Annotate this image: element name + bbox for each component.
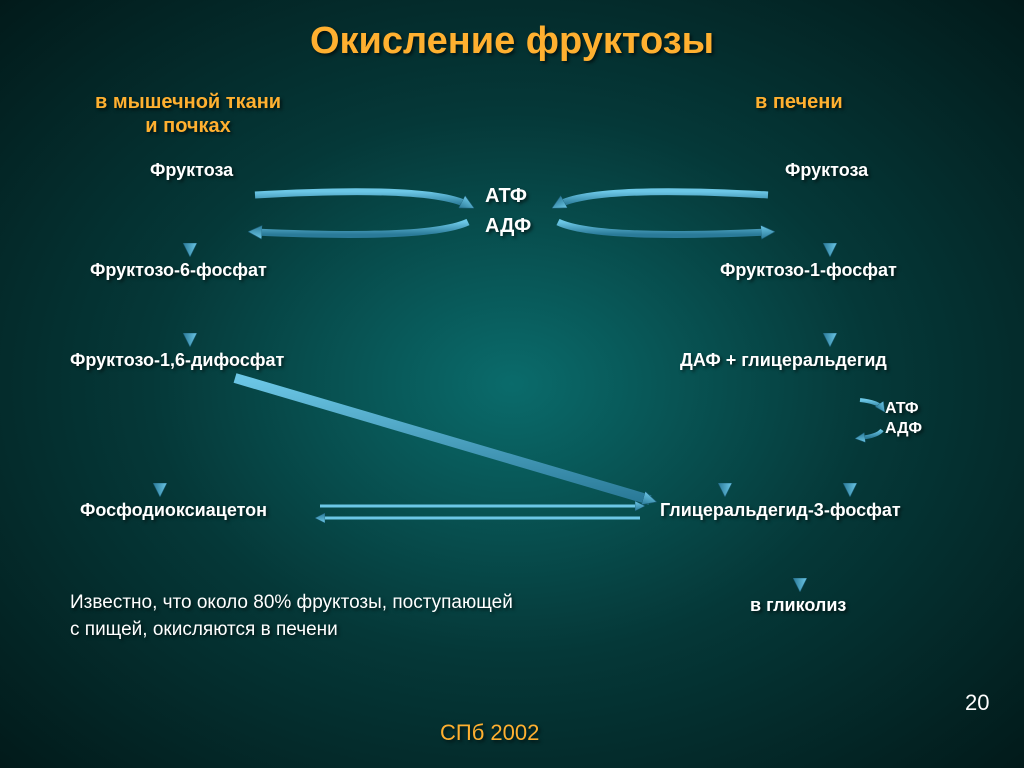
left-f6p: Фруктозо-6-фосфат <box>90 260 267 281</box>
note-text: Известно, что около 80% фруктозы, поступ… <box>70 590 513 643</box>
right-daf-ga: ДАФ + глицеральдегид <box>680 350 887 371</box>
small-adp: АДФ <box>885 420 922 438</box>
center-atp: АТФ <box>485 185 527 208</box>
slide-number: 20 <box>965 690 989 716</box>
small-atp: АТФ <box>885 400 919 418</box>
left-f16dp: Фруктозо-1,6-дифосфат <box>70 350 284 371</box>
slide-title: Окисление фруктозы <box>0 0 1024 63</box>
footer-text: СПб 2002 <box>440 720 539 746</box>
left-fructose: Фруктоза <box>150 160 233 181</box>
center-adp: АДФ <box>485 215 531 238</box>
left-pathway-heading: в мышечной ткании почках <box>95 90 281 138</box>
right-f1p: Фруктозо-1-фосфат <box>720 260 897 281</box>
right-g3p: Глицеральдегид-3-фосфат <box>660 500 901 521</box>
right-pathway-heading: в печени <box>755 90 843 114</box>
glycolysis-label: в гликолиз <box>750 595 846 616</box>
right-fructose: Фруктоза <box>785 160 868 181</box>
left-phosphodioxyacetone: Фосфодиоксиацетон <box>80 500 267 521</box>
